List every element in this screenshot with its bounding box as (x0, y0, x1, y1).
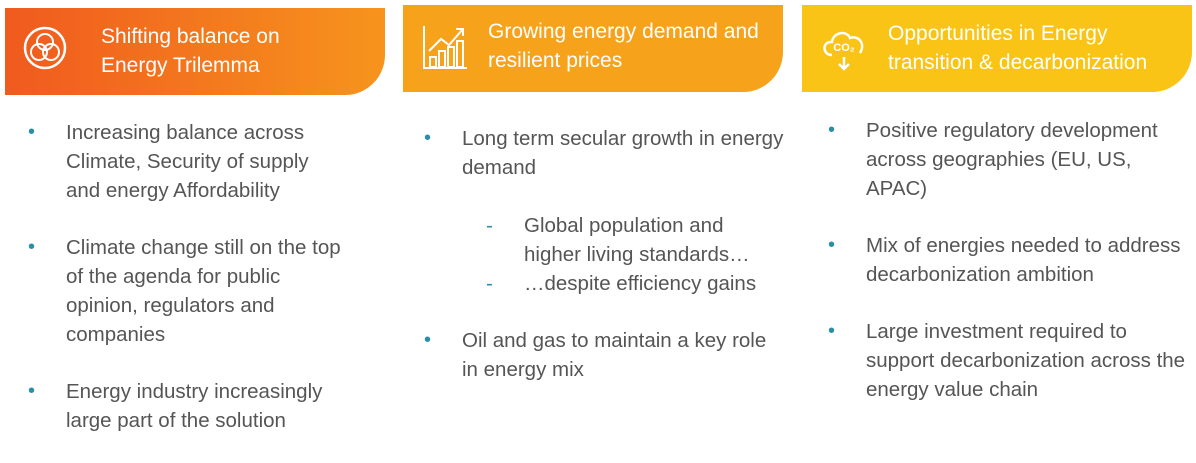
bullet-item: Positive regulatory development across g… (828, 116, 1188, 203)
header-3: CO₂ Opportunities in Energy transition &… (802, 5, 1192, 92)
bullet-group: Positive regulatory development across g… (828, 116, 1188, 203)
growth-icon (423, 26, 467, 69)
header-title: Shifting balance on Energy Trilemma (101, 25, 280, 77)
bullet-group: Climate change still on the top of the a… (28, 233, 348, 349)
bullet-item: Oil and gas to maintain a key role in en… (424, 326, 784, 384)
bullet-item: Large investment required to support dec… (828, 317, 1188, 404)
bullet-group: Energy industry increasingly large part … (28, 377, 348, 435)
bullet-list: Long term secular growth in energy deman… (424, 124, 784, 412)
bullet-item: Energy industry increasingly large part … (28, 377, 348, 435)
bullet-item: Increasing balance across Climate, Secur… (28, 118, 348, 205)
bullet-list: Increasing balance across Climate, Secur… (28, 118, 348, 463)
trilemma-icon (23, 26, 67, 70)
header-title: Opportunities in Energy transition & dec… (888, 22, 1148, 74)
bullet-group: Mix of energies needed to address decarb… (828, 231, 1188, 289)
bullet-item: Mix of energies needed to address decarb… (828, 231, 1188, 289)
header-1: Shifting balance on Energy Trilemma (5, 8, 385, 95)
sub-item: …despite efficiency gains (424, 269, 784, 298)
bullet-group: Long term secular growth in energy deman… (424, 124, 784, 298)
bullet-group: Increasing balance across Climate, Secur… (28, 118, 348, 205)
bullet-list: Positive regulatory development across g… (828, 116, 1188, 432)
bullet-group: Large investment required to support dec… (828, 317, 1188, 404)
header-2: Growing energy demand and resilient pric… (403, 5, 783, 92)
svg-text:CO₂: CO₂ (833, 42, 855, 54)
bullet-item: Long term secular growth in energy deman… (424, 124, 784, 182)
page: Shifting balance on Energy Trilemma Grow… (0, 0, 1196, 438)
bullet-group: Oil and gas to maintain a key role in en… (424, 326, 784, 384)
co2-icon: CO₂ (823, 31, 864, 71)
header-title: Growing energy demand and resilient pric… (488, 20, 759, 72)
sub-item: Global population and higher living stan… (424, 211, 784, 269)
bullet-item: Climate change still on the top of the a… (28, 233, 348, 349)
